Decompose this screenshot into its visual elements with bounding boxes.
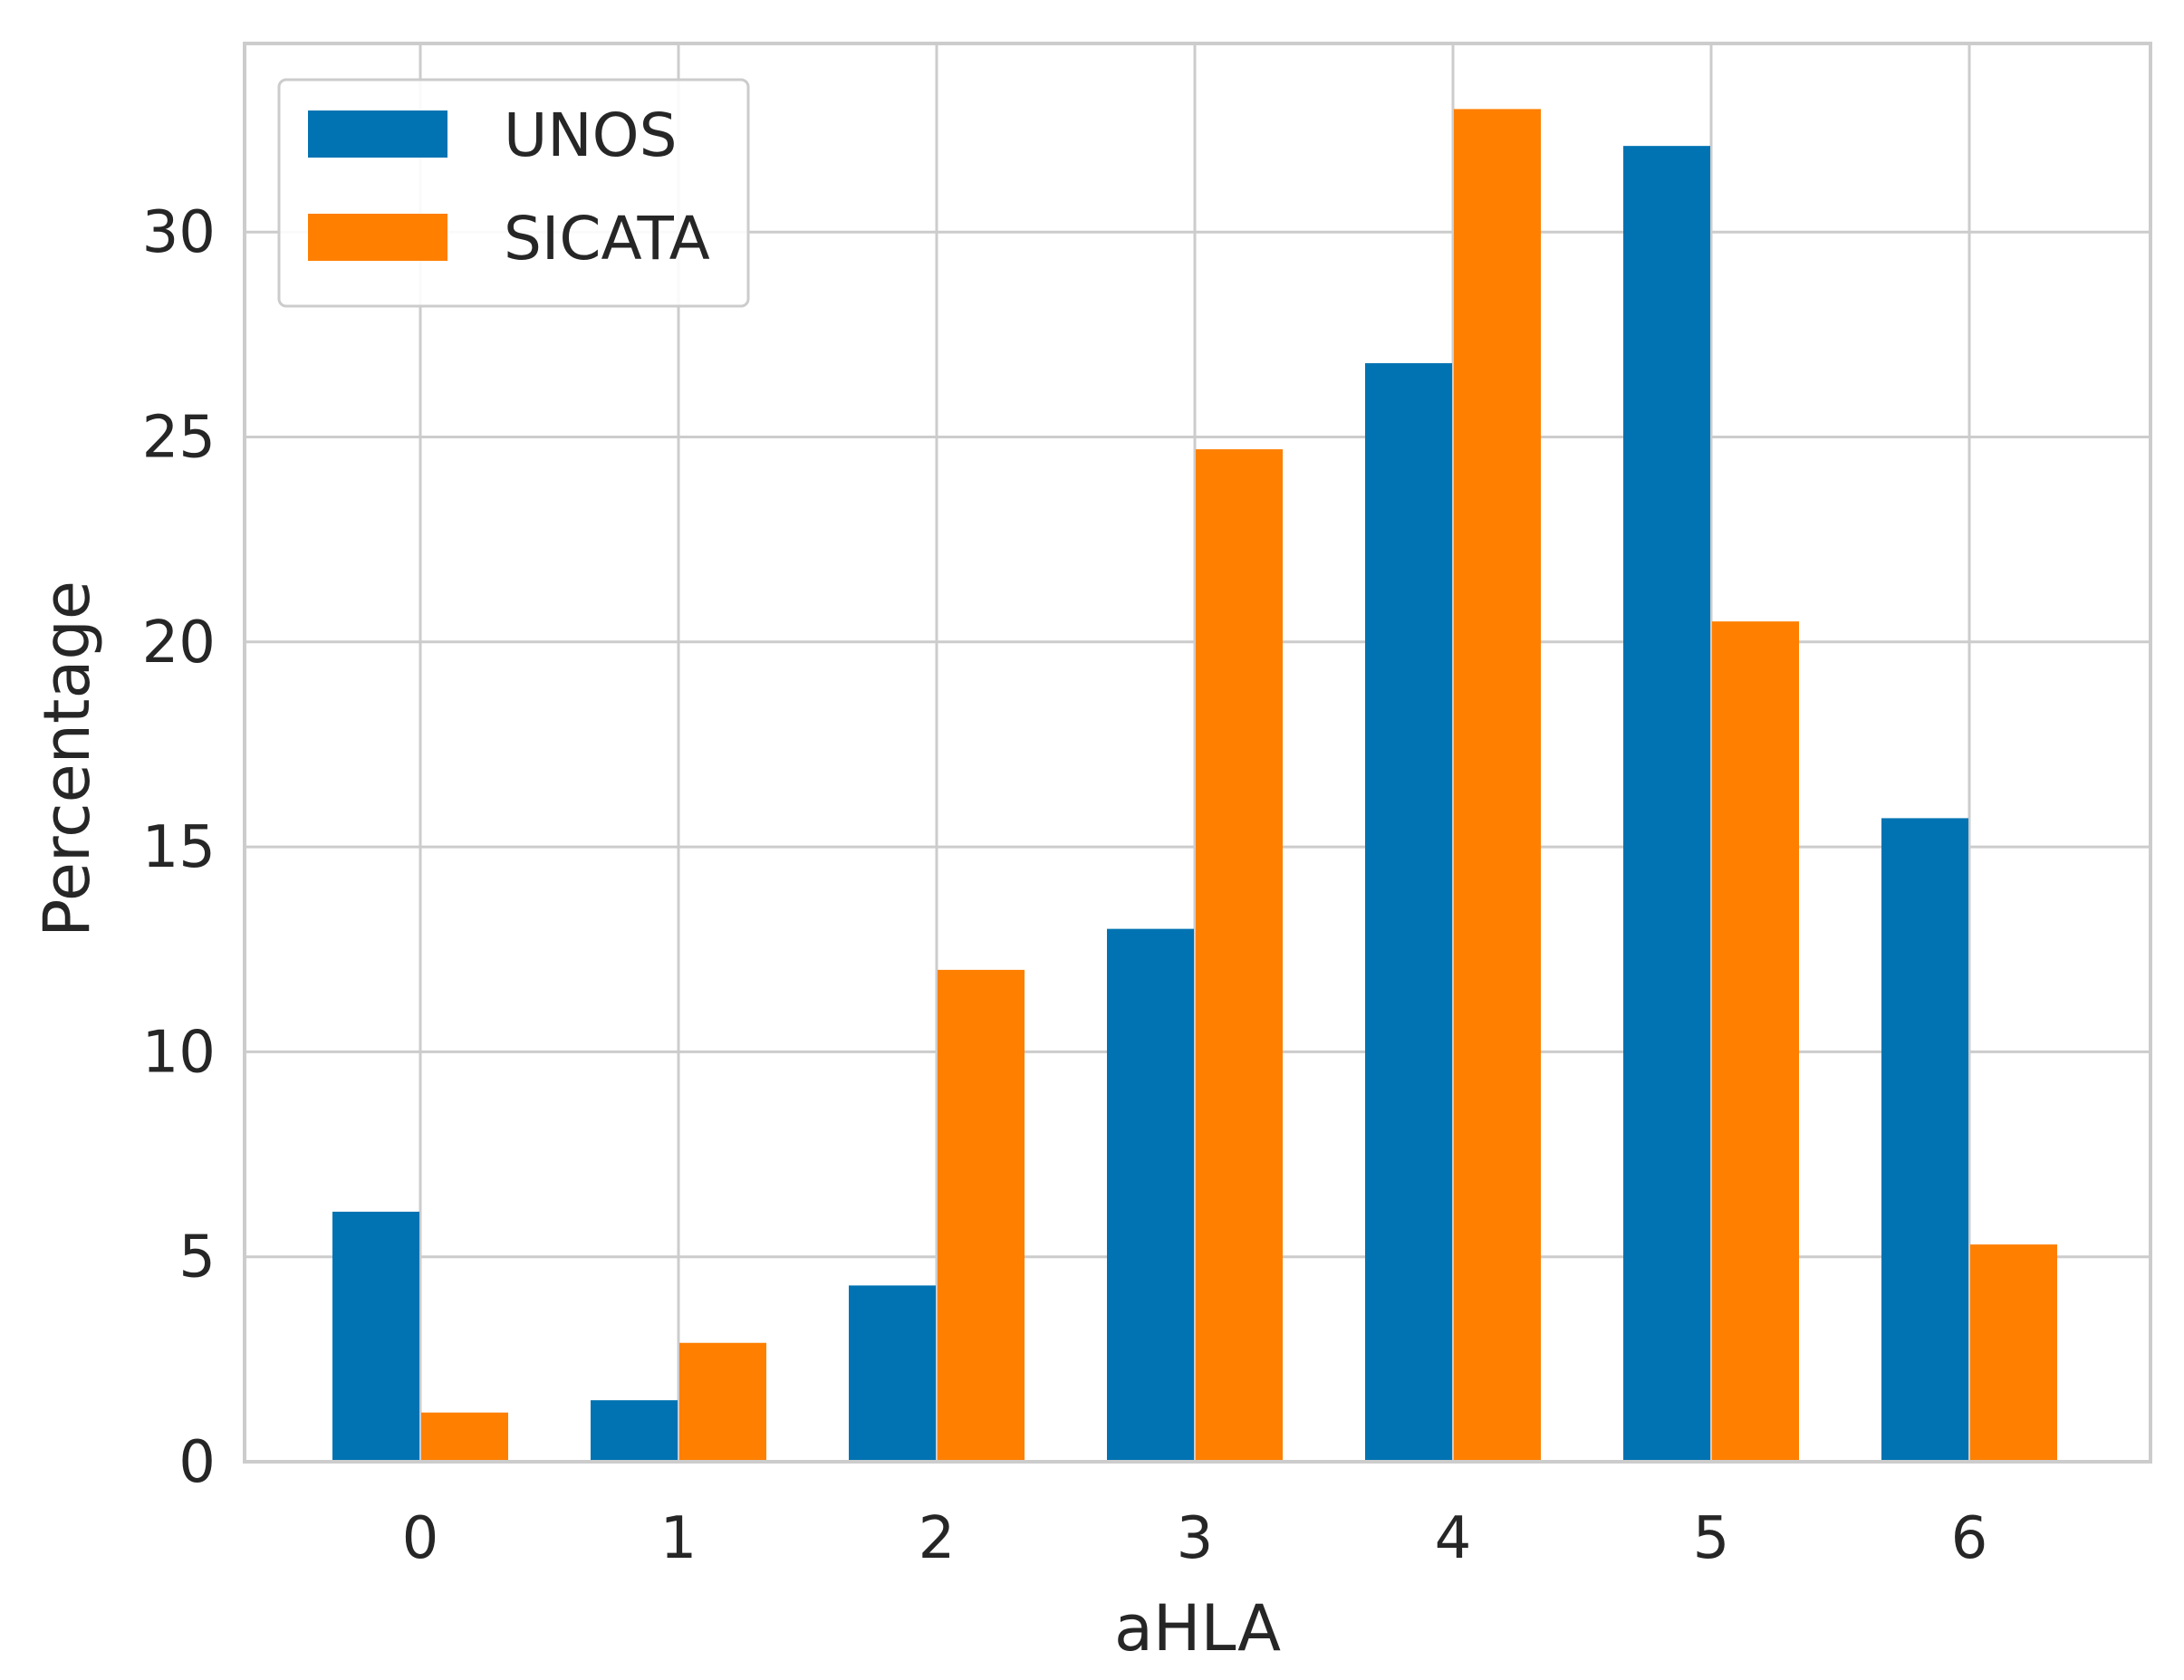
- bar-unos-1: [591, 1400, 678, 1462]
- bar-unos-4: [1365, 363, 1452, 1462]
- y-tick-label: 10: [142, 1019, 216, 1086]
- bar-unos-5: [1623, 146, 1710, 1463]
- bars: [332, 109, 2057, 1463]
- bar-sicata-2: [938, 969, 1025, 1462]
- legend-swatch-unos: [308, 110, 447, 158]
- bar-sicata-0: [421, 1412, 508, 1462]
- legend-swatch-sicata: [308, 214, 447, 261]
- plot-frame: [243, 42, 2152, 1464]
- x-tick-label: 6: [1951, 1505, 1988, 1572]
- y-tick-label: 25: [142, 404, 216, 471]
- y-tick-labels: 0 5 10 15 20 25 30: [142, 199, 216, 1496]
- bar-unos-2: [849, 1285, 936, 1462]
- bar-sicata-6: [1970, 1244, 2057, 1462]
- legend: UNOS SICATA: [277, 78, 750, 308]
- y-tick-label: 15: [142, 814, 216, 881]
- x-tick-label: 3: [1177, 1505, 1214, 1572]
- legend-label-sicata: SICATA: [504, 204, 710, 274]
- y-tick-label: 0: [178, 1429, 216, 1496]
- bar-sicata-3: [1196, 449, 1283, 1462]
- bar-sicata-4: [1454, 109, 1541, 1463]
- y-axis-label: Percentage: [30, 581, 104, 937]
- bar-unos-0: [332, 1211, 419, 1462]
- bar-sicata-1: [679, 1342, 766, 1462]
- x-tick-label: 4: [1435, 1505, 1472, 1572]
- bar-unos-6: [1881, 818, 1968, 1462]
- x-axis-label: aHLA: [1114, 1591, 1281, 1666]
- x-tick-labels: 0 1 2 3 4 5 6: [402, 1505, 1988, 1572]
- x-tick-label: 2: [919, 1505, 956, 1572]
- bar-sicata-5: [1712, 621, 1799, 1462]
- x-tick-label: 0: [402, 1505, 439, 1572]
- x-tick-label: 5: [1693, 1505, 1730, 1572]
- y-tick-label: 5: [178, 1224, 216, 1291]
- y-tick-label: 30: [142, 199, 216, 266]
- bar-unos-3: [1107, 928, 1194, 1462]
- legend-label-unos: UNOS: [504, 101, 678, 170]
- x-tick-label: 1: [660, 1505, 698, 1572]
- y-tick-label: 20: [142, 610, 216, 677]
